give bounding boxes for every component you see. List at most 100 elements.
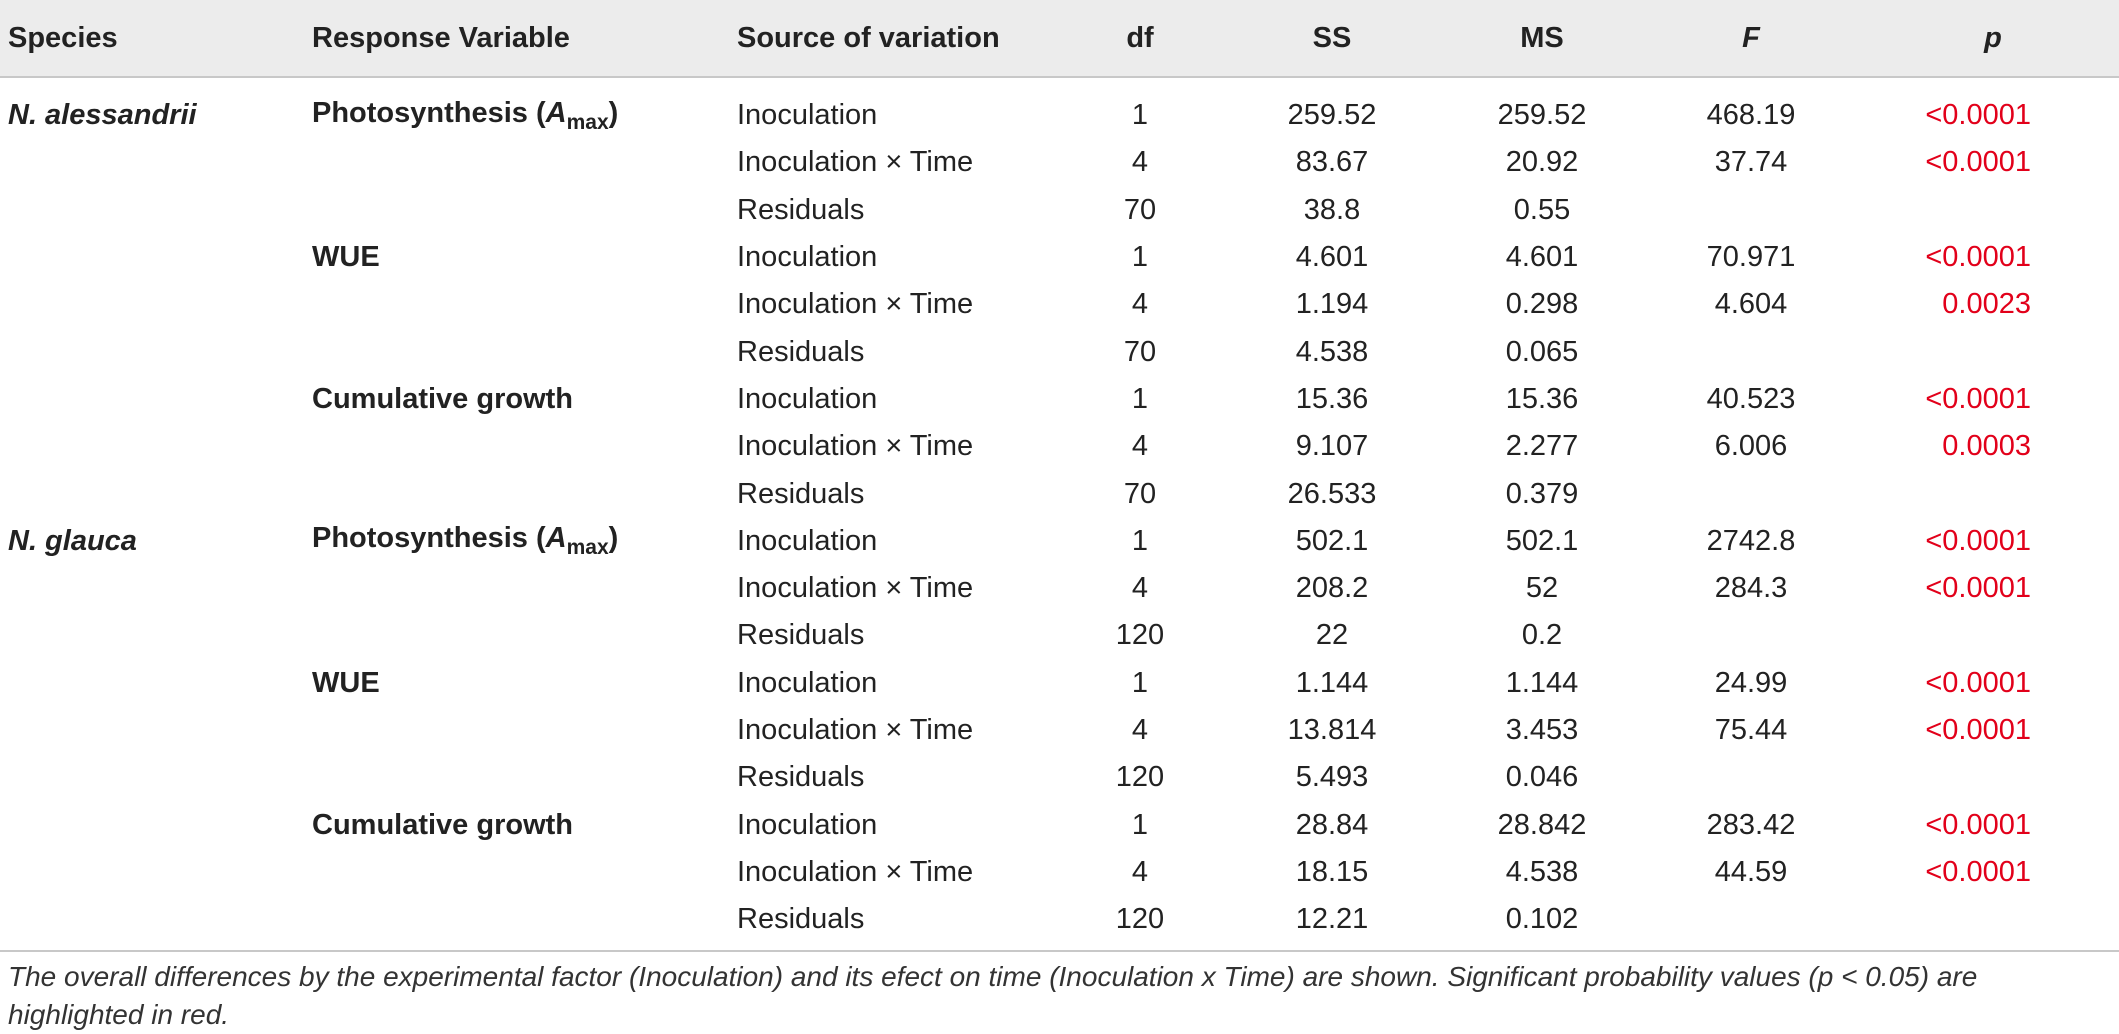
ss-cell: 502.1 xyxy=(1295,524,1369,557)
ss-cell: 9.107 xyxy=(1295,430,1369,463)
response-variable-symbol: A xyxy=(545,522,567,555)
f-cell xyxy=(1635,470,1867,517)
source-cell: Inoculation × Time xyxy=(737,288,974,321)
table-bottom-rule xyxy=(0,950,2119,952)
species-cell xyxy=(0,612,312,659)
header-species: Species xyxy=(0,0,312,78)
response-text: Photosynthesis ( xyxy=(312,96,546,129)
ss-cell: 208.2 xyxy=(1295,572,1369,605)
response-variable-cell xyxy=(312,565,737,612)
source-cell: Residuals xyxy=(737,619,865,652)
species-cell xyxy=(0,281,312,328)
p-value-cell: <0.0001 xyxy=(1925,808,2031,841)
ss-cell: 15.36 xyxy=(1295,382,1369,415)
f-cell: 37.74 xyxy=(1714,146,1788,179)
source-cell: Inoculation xyxy=(737,808,878,841)
ss-cell: 28.84 xyxy=(1295,808,1369,841)
df-cell: 4 xyxy=(1131,855,1149,888)
ss-cell: 4.538 xyxy=(1295,335,1369,368)
ss-cell: 259.52 xyxy=(1287,99,1377,132)
header-ms: MS xyxy=(1449,0,1635,78)
p-value-cell xyxy=(1867,612,2119,659)
header-p: p xyxy=(1867,0,2119,78)
table-row: N. glauca Photosynthesis (Amax) Inoculatio… xyxy=(0,518,2119,565)
response-variable-cell xyxy=(312,754,737,801)
ms-cell: 0.2 xyxy=(1521,619,1563,652)
ms-cell: 502.1 xyxy=(1505,524,1579,557)
p-value-cell: <0.0001 xyxy=(1925,572,2031,605)
df-cell: 120 xyxy=(1115,903,1165,936)
f-cell xyxy=(1635,187,1867,234)
source-cell: Inoculation × Time xyxy=(737,430,974,463)
p-value-cell: <0.0001 xyxy=(1925,99,2031,132)
df-cell: 4 xyxy=(1131,572,1149,605)
species-cell xyxy=(0,376,312,423)
species-cell xyxy=(0,660,312,707)
header-row: Species Response Variable Source of vari… xyxy=(0,0,2119,78)
source-cell: Inoculation xyxy=(737,241,878,274)
header-f: F xyxy=(1635,0,1867,78)
p-value-cell xyxy=(1867,328,2119,375)
df-cell: 1 xyxy=(1131,99,1149,132)
table-row: N. alessandrii Photosynthesis (Amax) Inocu… xyxy=(0,77,2119,139)
ms-cell: 3.453 xyxy=(1505,714,1579,746)
f-cell: 40.523 xyxy=(1706,382,1796,415)
p-value-cell: <0.0001 xyxy=(1925,855,2031,888)
f-cell: 4.604 xyxy=(1714,288,1788,321)
response-variable-cell: WUE xyxy=(312,241,380,274)
df-cell: 1 xyxy=(1131,241,1149,274)
ss-cell: 26.533 xyxy=(1287,477,1377,510)
response-variable-symbol: A xyxy=(545,96,567,129)
p-value-cell xyxy=(1867,470,2119,517)
ms-cell: 2.277 xyxy=(1505,430,1579,463)
table-row: Inoculation × Time 4 83.67 20.92 37.74 <0.000… xyxy=(0,139,2119,186)
ss-cell: 13.814 xyxy=(1287,714,1377,746)
ms-cell: 0.046 xyxy=(1505,761,1579,794)
response-variable-cell xyxy=(312,849,737,896)
response-variable-cell: Photosynthesis (Amax) xyxy=(312,77,737,139)
p-value-cell: <0.0001 xyxy=(1925,382,2031,415)
species-cell xyxy=(0,234,312,281)
p-value-cell: <0.0001 xyxy=(1925,146,2031,179)
species-cell xyxy=(0,849,312,896)
response-variable-cell xyxy=(312,328,737,375)
response-variable-cell xyxy=(312,612,737,659)
table-row: Residuals 70 26.533 0.379 xyxy=(0,470,2119,517)
ss-cell: 4.601 xyxy=(1295,241,1369,274)
f-cell: 24.99 xyxy=(1714,666,1788,699)
ms-cell: 1.144 xyxy=(1505,666,1579,699)
table-row: Residuals 120 22 0.2 xyxy=(0,612,2119,659)
response-variable-cell xyxy=(312,896,737,943)
df-cell: 70 xyxy=(1123,335,1157,368)
table-row: WUE Inoculation 1 1.144 1.144 24.99 <0.0001 xyxy=(0,660,2119,707)
source-cell: Inoculation xyxy=(737,382,878,415)
df-cell: 4 xyxy=(1131,288,1149,321)
response-variable-cell xyxy=(312,139,737,186)
df-cell: 4 xyxy=(1131,146,1149,179)
table-header: Species Response Variable Source of vari… xyxy=(0,0,2119,78)
ms-cell: 259.52 xyxy=(1497,99,1587,132)
ms-cell: 0.298 xyxy=(1505,288,1579,321)
p-value-cell xyxy=(1867,896,2119,943)
f-cell xyxy=(1635,754,1867,801)
source-cell: Residuals xyxy=(737,761,865,794)
response-variable-cell xyxy=(312,707,737,754)
ss-cell: 22 xyxy=(1315,619,1349,652)
source-cell: Inoculation × Time xyxy=(737,146,974,179)
table-row: Inoculation × Time 4 9.107 2.277 6.006 0.0003 xyxy=(0,423,2119,470)
ms-cell: 0.379 xyxy=(1505,477,1579,510)
table-row: Inoculation × Time 4 18.15 4.538 44.59 <0.000… xyxy=(0,849,2119,896)
table-row: Inoculation × Time 4 208.2 52 284.3 <0.0001 xyxy=(0,565,2119,612)
p-value-cell: 0.0023 xyxy=(1942,288,2031,321)
f-cell: 44.59 xyxy=(1714,855,1788,888)
p-value-cell: <0.0001 xyxy=(1925,666,2031,699)
df-cell: 120 xyxy=(1115,761,1165,794)
source-cell: Inoculation xyxy=(737,99,878,132)
ss-cell: 1.194 xyxy=(1295,288,1369,321)
source-cell: Inoculation × Time xyxy=(737,855,974,888)
table-row: Inoculation × Time 4 13.814 3.453 75.44 <0.00… xyxy=(0,707,2119,754)
table-caption: The overall differences by the experimen… xyxy=(8,961,1978,1030)
species-cell xyxy=(0,187,312,234)
source-cell: Inoculation × Time xyxy=(737,572,974,605)
ms-cell: 4.538 xyxy=(1505,855,1579,888)
